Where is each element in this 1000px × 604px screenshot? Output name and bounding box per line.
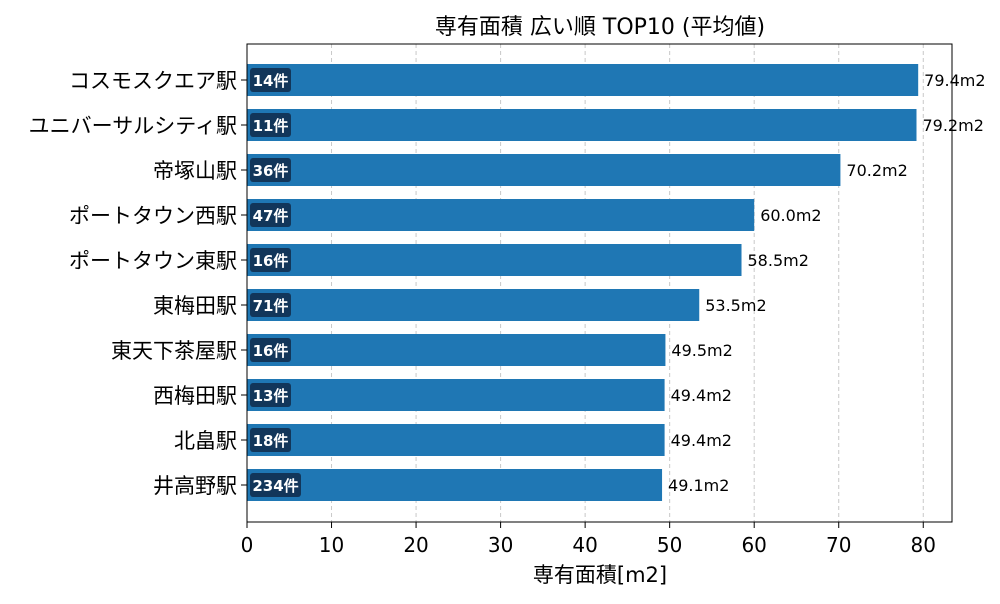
value-label: 49.1m2 [668, 476, 729, 495]
count-label: 14件 [253, 72, 289, 90]
bar [247, 199, 755, 231]
bar [247, 424, 665, 456]
count-badge [250, 473, 301, 497]
bar [247, 109, 917, 141]
bar [247, 334, 666, 366]
x-tick-label: 70 [826, 533, 851, 557]
category-label: ユニバーサルシティ駅 [29, 114, 237, 138]
bar [247, 154, 841, 186]
count-badge [250, 338, 291, 362]
chart-title: 専有面積 広い順 TOP10 (平均値) [435, 15, 765, 40]
x-axis-label: 専有面積[m2] [533, 563, 667, 587]
count-badge [250, 158, 291, 182]
x-tick-label: 80 [911, 533, 936, 557]
count-label: 18件 [253, 432, 289, 450]
count-badge [250, 248, 291, 272]
count-label: 71件 [253, 297, 289, 315]
x-tick-label: 30 [488, 533, 513, 557]
count-label: 36件 [253, 162, 289, 180]
count-label: 234件 [252, 477, 298, 495]
count-badge [250, 383, 291, 407]
bar [247, 244, 742, 276]
value-label: 49.4m2 [671, 431, 732, 450]
x-tick-label: 10 [319, 533, 344, 557]
count-label: 16件 [253, 252, 289, 270]
bars: 14件 79.4m2 11件 79.2m2 36件 70.2m2 47件 60.0m2 16件 5… [247, 64, 986, 501]
category-labels: コスモスクエア駅ユニバーサルシティ駅帝塚山駅ポートタウン西駅ポートタウン東駅東梅… [29, 69, 247, 498]
category-label: ポートタウン西駅 [69, 204, 237, 228]
x-tick-label: 20 [403, 533, 428, 557]
count-label: 16件 [253, 342, 289, 360]
count-label: 13件 [253, 387, 289, 405]
category-label: 井高野駅 [153, 474, 237, 498]
x-tick-label: 60 [741, 533, 766, 557]
bar [247, 64, 919, 96]
category-label: 東梅田駅 [153, 294, 237, 318]
category-label: コスモスクエア駅 [69, 69, 237, 93]
bar [247, 379, 665, 411]
count-badge [250, 293, 291, 317]
value-label: 53.5m2 [705, 296, 766, 315]
value-label: 49.4m2 [671, 386, 732, 405]
count-label: 47件 [253, 207, 289, 225]
category-label: 東天下茶屋駅 [111, 339, 237, 363]
x-tick-label: 40 [572, 533, 597, 557]
value-label: 60.0m2 [760, 206, 821, 225]
plot-frame [246, 43, 953, 523]
category-label: 北畠駅 [174, 429, 237, 453]
value-label: 70.2m2 [846, 161, 907, 180]
count-badge [250, 428, 291, 452]
category-label: 西梅田駅 [153, 384, 237, 408]
value-label: 49.5m2 [671, 341, 732, 360]
count-badge [250, 203, 291, 227]
category-label: 帝塚山駅 [153, 159, 237, 183]
category-label: ポートタウン東駅 [69, 249, 237, 273]
x-tick-label: 0 [241, 533, 254, 557]
value-label: 58.5m2 [748, 251, 809, 270]
x-axis: 0 10 20 30 40 50 60 70 80 [241, 522, 936, 557]
count-badge [250, 113, 291, 137]
value-label: 79.2m2 [922, 116, 983, 135]
count-badge [250, 68, 291, 92]
x-tick-label: 50 [657, 533, 682, 557]
bar [247, 289, 700, 321]
value-label: 79.4m2 [924, 71, 985, 90]
count-label: 11件 [253, 117, 289, 135]
bar [247, 469, 663, 501]
